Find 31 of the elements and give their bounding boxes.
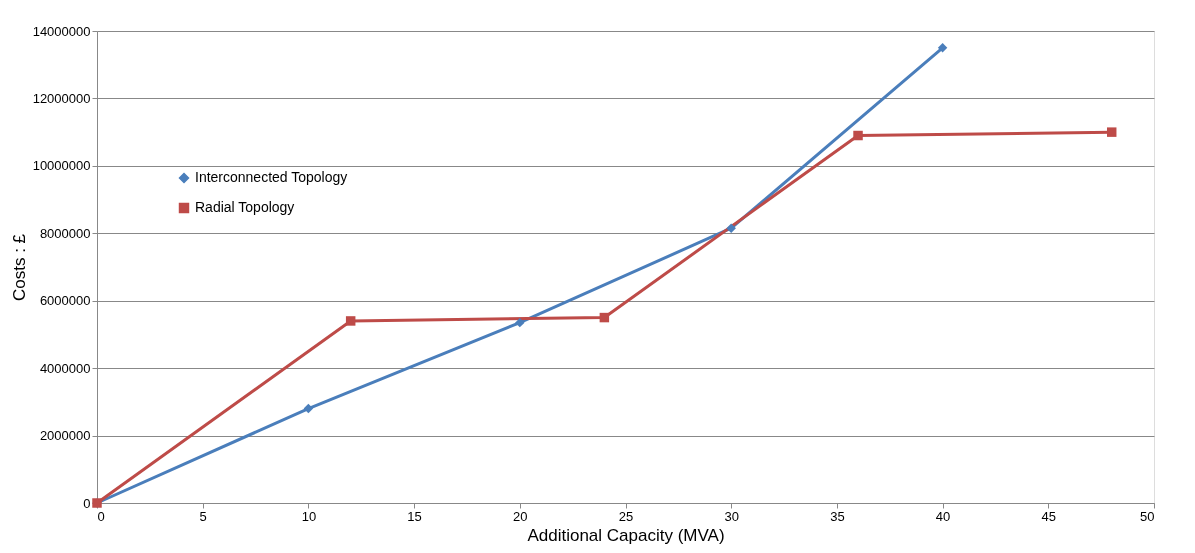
y-tick-label: 2000000 [39, 428, 91, 444]
y-tick-label: 12000000 [32, 90, 91, 106]
x-tick-label: 0 [97, 508, 105, 524]
y-tick-label: 8000000 [39, 225, 91, 241]
point [1106, 127, 1117, 137]
y-tick-label: 10000000 [32, 158, 91, 174]
point [853, 130, 863, 141]
x-tick-label: 25 [618, 508, 634, 524]
x-tick-label: 45 [1041, 508, 1057, 524]
legend-label: Interconnected Topology [195, 169, 348, 185]
legend-label: Radial Topology [195, 199, 295, 215]
point [303, 403, 314, 414]
y-axis-title: Costs : £ [9, 233, 29, 302]
x-tick-label: 50 [1140, 508, 1155, 524]
y-tick-label: 14000000 [32, 23, 91, 39]
x-tick-label: 10 [301, 508, 317, 524]
x-tick-label: 40 [935, 508, 951, 524]
x-tick-label: 30 [724, 508, 739, 524]
point [515, 317, 525, 328]
x-tick-label: 15 [407, 508, 422, 524]
y-tick-label: 4000000 [39, 360, 91, 376]
point [726, 223, 736, 233]
x-tick-label: 20 [513, 508, 528, 524]
x-tick-label: 35 [830, 508, 845, 524]
x-axis-title: Additional Capacity (MVA) [527, 525, 725, 545]
point [937, 43, 948, 53]
x-tick-label: 5 [199, 508, 207, 524]
point [599, 312, 610, 323]
y-tick-label: 0 [83, 495, 91, 511]
point [345, 316, 356, 326]
y-tick-label: 6000000 [39, 293, 91, 309]
